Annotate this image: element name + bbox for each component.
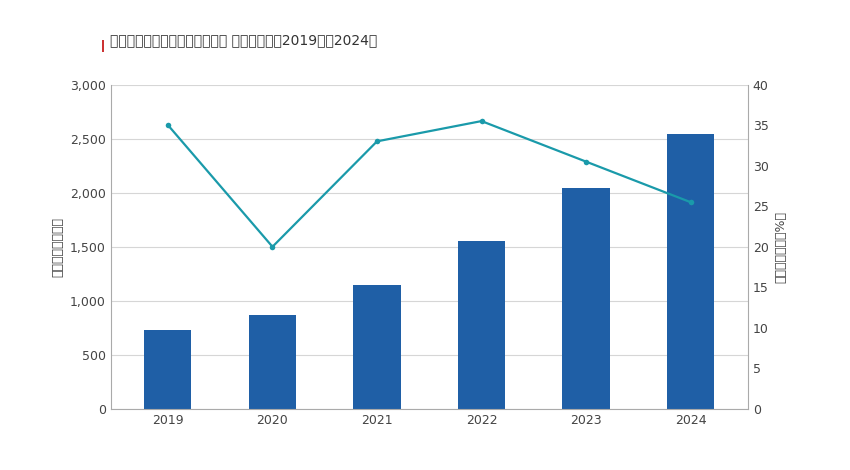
Text: 国内プライベートクラウド市場 支出額予測、2019年～2024年: 国内プライベートクラウド市場 支出額予測、2019年～2024年: [110, 33, 377, 47]
Bar: [458, 242, 505, 409]
Bar: [249, 315, 296, 409]
Y-axis label: 前年比成長率（%）: 前年比成長率（%）: [774, 211, 787, 283]
Bar: [144, 330, 191, 409]
Bar: [563, 188, 609, 409]
Bar: [354, 284, 400, 409]
Bar: [667, 134, 714, 409]
Y-axis label: 支出額（十億円）: 支出額（十億円）: [51, 217, 65, 277]
